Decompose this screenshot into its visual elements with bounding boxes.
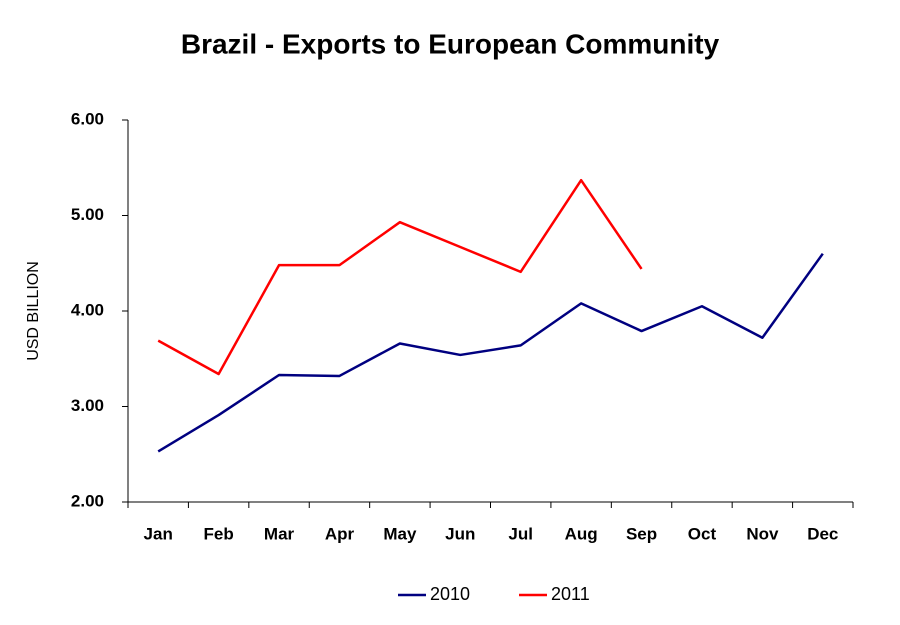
y-tick-label: 3.00: [71, 396, 104, 415]
x-tick-label: Nov: [746, 524, 779, 543]
x-tick-label: May: [383, 524, 417, 543]
x-tick-label: Dec: [807, 524, 838, 543]
chart-title: Brazil - Exports to European Community: [181, 28, 720, 59]
x-tick-label: Jan: [144, 524, 173, 543]
series-line: [157, 252, 824, 453]
x-tick-label: Aug: [565, 524, 598, 543]
y-tick-label: 4.00: [71, 300, 104, 319]
legend-label: 2010: [430, 584, 470, 604]
y-tick-label: 2.00: [71, 491, 104, 510]
x-tick-label: Mar: [264, 524, 295, 543]
y-tick-label: 5.00: [71, 205, 104, 224]
x-tick-label: Jul: [508, 524, 533, 543]
y-axis-label: USD BILLION: [25, 261, 42, 361]
series-line: [157, 178, 643, 376]
x-tick-label: Jun: [445, 524, 475, 543]
x-tick-label: Apr: [325, 524, 355, 543]
x-tick-label: Feb: [204, 524, 234, 543]
y-tick-label: 6.00: [71, 109, 104, 128]
x-tick-label: Sep: [626, 524, 657, 543]
x-tick-label: Oct: [688, 524, 717, 543]
legend-label: 2011: [551, 584, 590, 604]
